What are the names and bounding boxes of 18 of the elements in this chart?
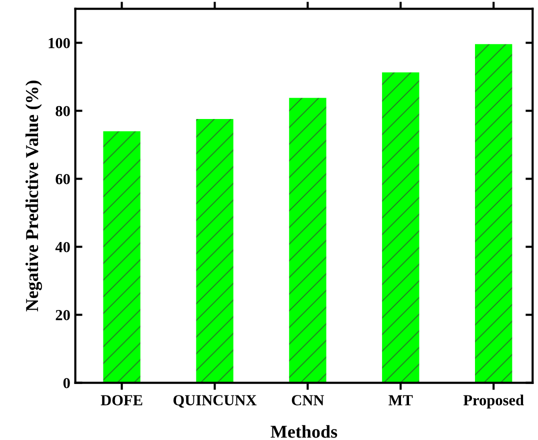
bar <box>196 118 234 383</box>
x-tick-label: Proposed <box>463 394 524 408</box>
x-tick-label: DOFE <box>100 395 142 406</box>
y-axis-title: Negative Predictive Value (%) <box>25 80 42 312</box>
y-tick-label: 0 <box>63 378 70 388</box>
y-tick-label: 80 <box>56 106 70 116</box>
x-axis-title: Methods <box>270 425 338 438</box>
y-tick-label: 40 <box>55 242 70 252</box>
y-tick-label: 20 <box>56 310 70 320</box>
bar <box>474 44 512 383</box>
bar <box>289 98 326 383</box>
y-tick-label: 100 <box>48 38 70 48</box>
y-tick-label: 60 <box>56 174 70 184</box>
bar <box>103 131 140 383</box>
x-tick-label: CNN <box>292 395 324 406</box>
bar <box>382 72 420 383</box>
x-tick-label: QUINCUNX <box>173 395 257 408</box>
x-tick-label: MT <box>388 395 413 406</box>
